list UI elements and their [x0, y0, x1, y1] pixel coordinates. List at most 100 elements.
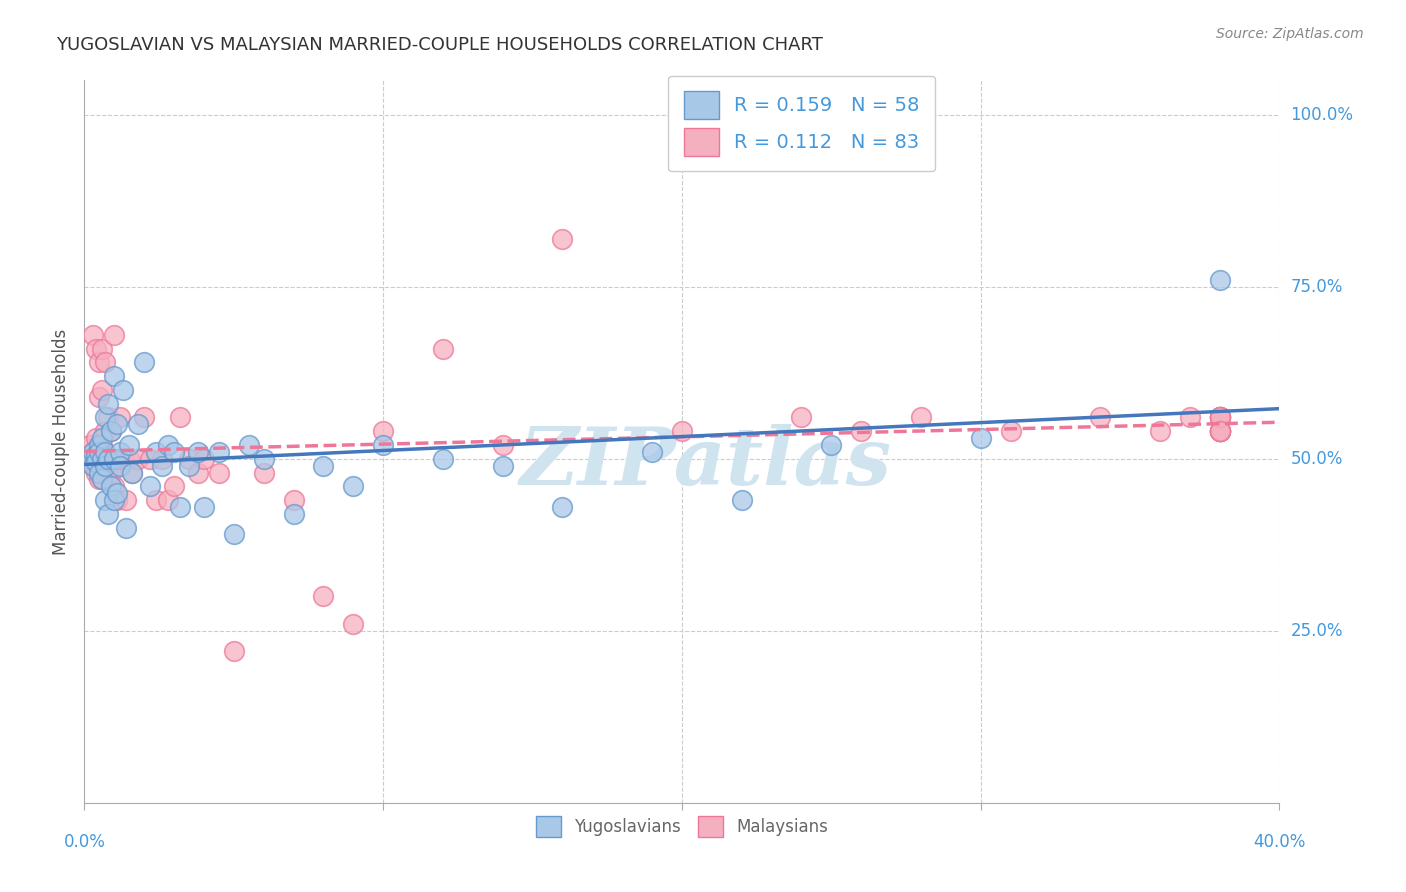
Point	[91, 342, 114, 356]
Point	[238, 438, 260, 452]
Point	[105, 417, 128, 432]
Point	[86, 342, 108, 356]
Point	[89, 445, 111, 459]
Point	[94, 458, 117, 473]
Point	[97, 451, 120, 466]
Point	[193, 500, 215, 514]
Point	[139, 451, 162, 466]
Point	[1209, 410, 1232, 425]
Point	[86, 451, 108, 466]
Point	[373, 438, 395, 452]
Point	[1209, 410, 1232, 425]
Text: 50.0%: 50.0%	[1291, 450, 1343, 467]
Point	[1209, 424, 1232, 438]
Point	[82, 458, 104, 473]
Point	[1209, 424, 1232, 438]
Legend: Yugoslavians, Malaysians: Yugoslavians, Malaysians	[527, 808, 837, 845]
Point	[91, 383, 114, 397]
Point	[283, 493, 305, 508]
Point	[671, 424, 693, 438]
Text: ZIPatlas: ZIPatlas	[520, 425, 891, 502]
Text: 25.0%: 25.0%	[1291, 622, 1343, 640]
Point	[150, 458, 173, 473]
Point	[91, 438, 114, 452]
Point	[1209, 424, 1232, 438]
Point	[731, 493, 754, 508]
Point	[89, 438, 111, 452]
Point	[169, 500, 191, 514]
Point	[82, 445, 104, 459]
Point	[970, 431, 993, 445]
Point	[91, 451, 114, 466]
Point	[94, 451, 117, 466]
Point	[1000, 424, 1022, 438]
Point	[115, 520, 138, 534]
Point	[79, 451, 101, 466]
Point	[89, 472, 111, 486]
Point	[163, 445, 186, 459]
Point	[432, 342, 454, 356]
Point	[100, 479, 122, 493]
Point	[187, 466, 209, 480]
Point	[103, 493, 125, 508]
Point	[127, 417, 149, 432]
Point	[121, 466, 143, 480]
Point	[105, 493, 128, 508]
Point	[342, 479, 364, 493]
Point	[163, 479, 186, 493]
Point	[1209, 410, 1232, 425]
Point	[103, 369, 125, 384]
Text: 75.0%: 75.0%	[1291, 277, 1343, 296]
Point	[94, 493, 117, 508]
Point	[82, 458, 104, 473]
Point	[139, 479, 162, 493]
Point	[1209, 410, 1232, 425]
Point	[100, 424, 122, 438]
Point	[110, 445, 132, 459]
Point	[1149, 424, 1171, 438]
Point	[121, 466, 143, 480]
Point	[89, 390, 111, 404]
Point	[641, 445, 664, 459]
Point	[86, 466, 108, 480]
Point	[169, 410, 191, 425]
Point	[112, 383, 135, 397]
Point	[82, 445, 104, 459]
Point	[1090, 410, 1112, 425]
Point	[94, 466, 117, 480]
Point	[157, 493, 180, 508]
Point	[187, 445, 209, 459]
Point	[222, 527, 245, 541]
Point	[103, 451, 125, 466]
Text: 0.0%: 0.0%	[63, 833, 105, 851]
Point	[110, 451, 132, 466]
Point	[253, 466, 276, 480]
Text: YUGOSLAVIAN VS MALAYSIAN MARRIED-COUPLE HOUSEHOLDS CORRELATION CHART: YUGOSLAVIAN VS MALAYSIAN MARRIED-COUPLE …	[56, 36, 823, 54]
Point	[157, 438, 180, 452]
Point	[551, 500, 574, 514]
Point	[89, 355, 111, 369]
Point	[118, 451, 141, 466]
Point	[103, 479, 125, 493]
Point	[910, 410, 932, 425]
Point	[1209, 410, 1232, 425]
Point	[91, 472, 114, 486]
Point	[79, 438, 101, 452]
Point	[103, 327, 125, 342]
Point	[89, 451, 111, 466]
Point	[94, 355, 117, 369]
Point	[132, 410, 156, 425]
Point	[145, 445, 167, 459]
Point	[110, 410, 132, 425]
Point	[193, 451, 215, 466]
Point	[177, 451, 200, 466]
Point	[551, 231, 574, 245]
Y-axis label: Married-couple Households: Married-couple Households	[52, 328, 70, 555]
Point	[177, 458, 200, 473]
Point	[97, 397, 120, 411]
Point	[97, 451, 120, 466]
Point	[208, 466, 231, 480]
Point	[283, 507, 305, 521]
Point	[105, 451, 128, 466]
Point	[89, 466, 111, 480]
